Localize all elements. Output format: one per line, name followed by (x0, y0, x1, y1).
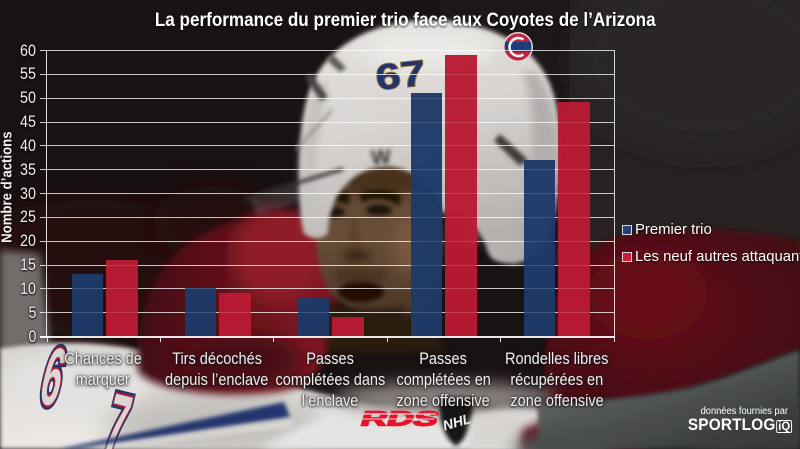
svg-text:W: W (370, 146, 392, 170)
svg-text:NHL: NHL (441, 410, 473, 433)
svg-text:67: 67 (374, 52, 428, 98)
svg-text:67: 67 (374, 52, 428, 98)
